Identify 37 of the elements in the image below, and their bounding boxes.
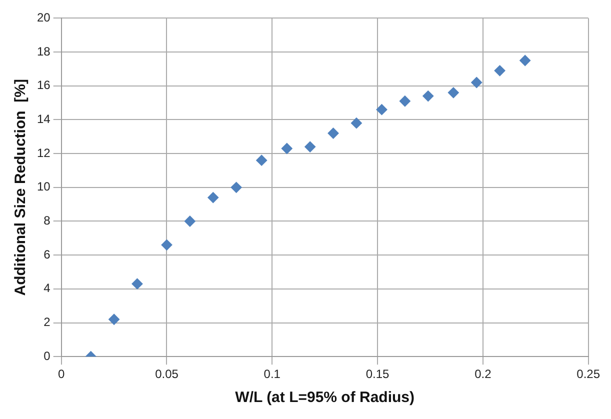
point — [422, 90, 434, 102]
point — [108, 314, 120, 325]
point — [161, 239, 172, 250]
x-tick-label: 0.15 — [366, 367, 390, 382]
y-tick-label: 4 — [44, 281, 51, 296]
y-tick-label: 10 — [36, 180, 51, 194]
y-tick-label: 6 — [44, 247, 51, 262]
y-tick-label: 2 — [44, 315, 51, 330]
point — [256, 154, 268, 166]
point — [281, 142, 292, 154]
point — [230, 182, 242, 193]
point — [328, 128, 339, 139]
y-tick-label: 20 — [36, 10, 51, 25]
y-tick-label: 16 — [36, 78, 51, 92]
x-tick-label: 0.05 — [155, 367, 179, 382]
point — [304, 141, 316, 152]
point — [208, 192, 219, 204]
x-tick-label: 0.2 — [474, 367, 492, 382]
y-tick-label: 0 — [44, 348, 51, 363]
y-tick-label: 12 — [36, 146, 51, 160]
point — [399, 96, 410, 107]
x-tick-label: 0 — [58, 367, 66, 382]
point — [376, 104, 388, 116]
point — [471, 76, 482, 88]
point — [520, 55, 531, 66]
point — [132, 278, 143, 290]
point — [350, 118, 362, 129]
x-tick-label: 0.1 — [264, 367, 281, 382]
y-tick-label: 18 — [36, 44, 51, 58]
x-axis-title: W/L (at L=95% of Radius) — [235, 389, 414, 406]
point — [448, 87, 459, 98]
point — [494, 65, 506, 76]
y-axis-title: Additional Size Reduction [%] — [12, 79, 30, 296]
y-tick-label: 8 — [44, 214, 51, 228]
point — [184, 216, 196, 227]
x-tick-label: 0.25 — [576, 367, 600, 382]
y-tick-label: 14 — [36, 112, 51, 126]
